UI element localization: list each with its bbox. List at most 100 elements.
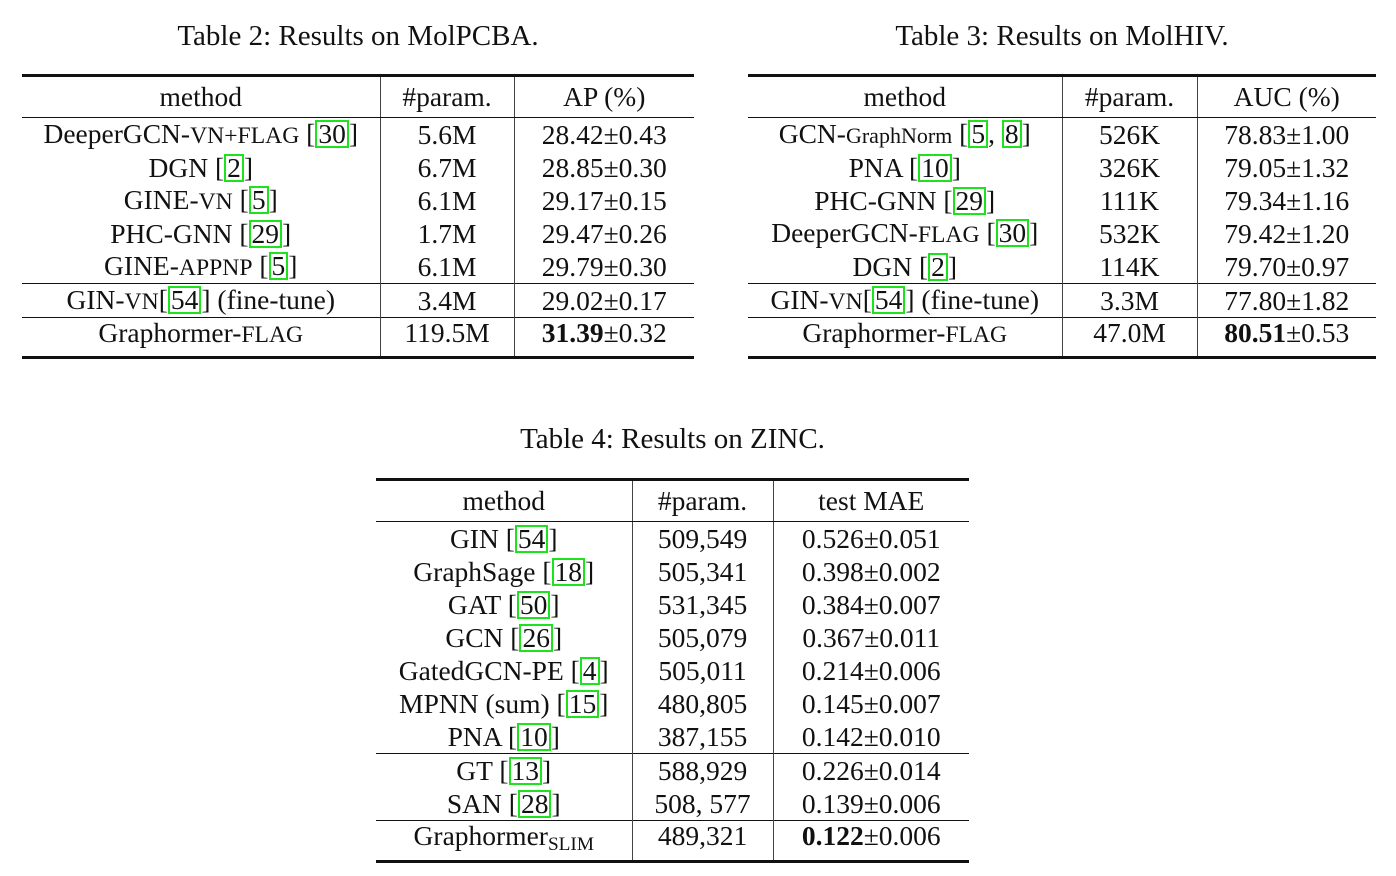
citation-link[interactable]: 29 (248, 219, 283, 248)
score-std: ±0.006 (863, 654, 941, 686)
citation-link[interactable]: 54 (167, 285, 202, 314)
method-variant: VN (124, 288, 159, 315)
citation-link[interactable]: 2 (928, 252, 948, 281)
column-header: method (22, 74, 381, 118)
param-count-cell: 3.3M (1062, 283, 1198, 318)
table-row: GIN-VN[54] (fine-tune) 3.3M 77.80±1.82 (748, 283, 1376, 318)
column-header: test MAE (773, 478, 969, 522)
score-std: ±0.30 (603, 250, 667, 282)
score-cell: 0.226±0.014 (773, 753, 969, 787)
citation-link[interactable]: 28 (517, 789, 552, 818)
score-value: 79.70 (1224, 250, 1287, 282)
score-cell: 28.85±0.30 (514, 151, 694, 184)
score-std: ±0.15 (603, 184, 667, 216)
table-row: SAN [28] 508, 577 0.139±0.006 (376, 787, 969, 821)
score-std: ±0.53 (1286, 317, 1350, 348)
citation-link[interactable]: 15 (565, 689, 600, 718)
method-variant: VN (198, 188, 233, 215)
score-std: ±0.002 (863, 555, 941, 587)
method-cell: GINE-APPNP [5] (22, 250, 381, 284)
score-value: 79.05 (1224, 151, 1287, 183)
param-count-cell: 480,805 (632, 687, 774, 720)
citation-link[interactable]: 2 (224, 153, 244, 182)
score-std: ±0.006 (863, 820, 941, 851)
param-count-cell: 3.4M (380, 283, 515, 318)
param-count-cell: 509,549 (632, 521, 774, 555)
citation-link[interactable]: 50 (516, 590, 551, 619)
method-cell: GINE-VN [5] (22, 184, 381, 217)
citation-link[interactable]: 29 (952, 186, 987, 215)
table-row: GINE-APPNP [5] 6.1M 29.79±0.30 (22, 250, 694, 284)
citation-link[interactable]: 13 (508, 756, 543, 785)
score-cell: 77.80±1.82 (1197, 283, 1376, 318)
method-variant: VN (828, 288, 863, 315)
header-row: method #param. AP (%) (22, 74, 694, 118)
citation-link[interactable]: 54 (514, 524, 549, 553)
score-cell: 0.145±0.007 (773, 687, 969, 720)
method-cell: GraphormerSLIM (376, 820, 633, 863)
param-count-cell: 505,011 (632, 654, 774, 687)
score-std: ±0.97 (1286, 250, 1350, 282)
method-cell: Graphormer-FLAG (748, 317, 1063, 359)
column-header: method (376, 478, 633, 522)
header-row: method #param. test MAE (376, 478, 969, 522)
table-row: Graphormer-FLAG 119.5M 31.39±0.32 (22, 317, 694, 359)
score-std: ±0.014 (863, 754, 941, 786)
method-note: (fine-tune) (210, 283, 335, 315)
method-cell: GIN-VN[54] (fine-tune) (22, 283, 381, 318)
param-count-cell: 119.5M (380, 317, 515, 359)
table3-caption: Table 3: Results on MolHIV. (895, 20, 1229, 52)
score-cell: 0.384±0.007 (773, 588, 969, 621)
table-row: DGN [2] 114K 79.70±0.97 (748, 250, 1376, 284)
score-value: 28.85 (541, 151, 604, 183)
method-cell: DGN [2] (748, 250, 1063, 284)
method-name: DGN (148, 151, 209, 183)
table-row: MPNN (sum) [15] 480,805 0.145±0.007 (376, 687, 969, 720)
score-value: 78.83 (1224, 118, 1287, 150)
score-value: 79.42 (1224, 217, 1287, 249)
citation-link[interactable]: 10 (517, 722, 551, 751)
score-value: 0.122 (801, 820, 864, 851)
citation-link[interactable]: 30 (315, 119, 349, 148)
score-std: ±0.30 (603, 151, 667, 183)
method-name: DeeperGCN- (771, 216, 918, 248)
method-name: SAN (446, 787, 502, 819)
score-cell: 29.79±0.30 (514, 250, 694, 284)
method-variant: VN+FLAG (190, 122, 300, 149)
score-std: ±0.006 (863, 787, 941, 819)
score-std: ±0.17 (603, 284, 667, 316)
score-cell: 0.367±0.011 (773, 621, 969, 654)
citation-link[interactable]: 5 (268, 251, 289, 280)
score-value: 0.526 (801, 522, 864, 554)
method-name: PHC-GNN (814, 184, 937, 216)
param-count-cell: 6.1M (380, 250, 515, 284)
score-cell: 31.39±0.32 (514, 317, 694, 359)
method-cell: DGN [2] (22, 151, 381, 184)
method-cell: GCN [26] (376, 621, 633, 654)
score-std: ±0.43 (603, 118, 667, 150)
param-count-cell: 1.7M (380, 217, 515, 250)
method-name: GIN- (66, 283, 125, 315)
score-cell: 0.526±0.051 (773, 522, 969, 556)
score-cell: 29.47±0.26 (514, 217, 694, 250)
column-header: method (748, 74, 1063, 118)
method-cell: DeeperGCN-FLAG [30] (748, 216, 1063, 250)
table-row: GatedGCN-PE [4] 505,011 0.214±0.006 (376, 654, 969, 687)
citation-link[interactable]: 5 (248, 185, 269, 214)
citation-link[interactable]: 4 (579, 656, 600, 685)
citation-link[interactable]: 10 (918, 153, 952, 182)
citation-link[interactable]: 5 (968, 119, 989, 148)
param-count-cell: 489,321 (632, 820, 774, 863)
table-row: DeeperGCN-VN+FLAG [30] 5.6M 28.42±0.43 (22, 117, 694, 151)
score-value: 29.47 (541, 217, 604, 249)
citation-link[interactable]: 30 (995, 218, 1030, 247)
citation-link[interactable]: 26 (519, 623, 553, 652)
param-count-cell: 505,341 (632, 555, 774, 588)
zinc-results-table: method #param. test MAE GIN [54] 509,549 0.52… (376, 478, 969, 863)
citation-link[interactable]: 18 (551, 557, 586, 586)
score-cell: 78.83±1.00 (1197, 118, 1376, 152)
citation-link[interactable]: 54 (871, 285, 906, 314)
citation-link[interactable]: 8 (1001, 119, 1022, 148)
method-note: (fine-tune) (914, 283, 1039, 315)
param-count-cell: 6.7M (380, 151, 515, 184)
